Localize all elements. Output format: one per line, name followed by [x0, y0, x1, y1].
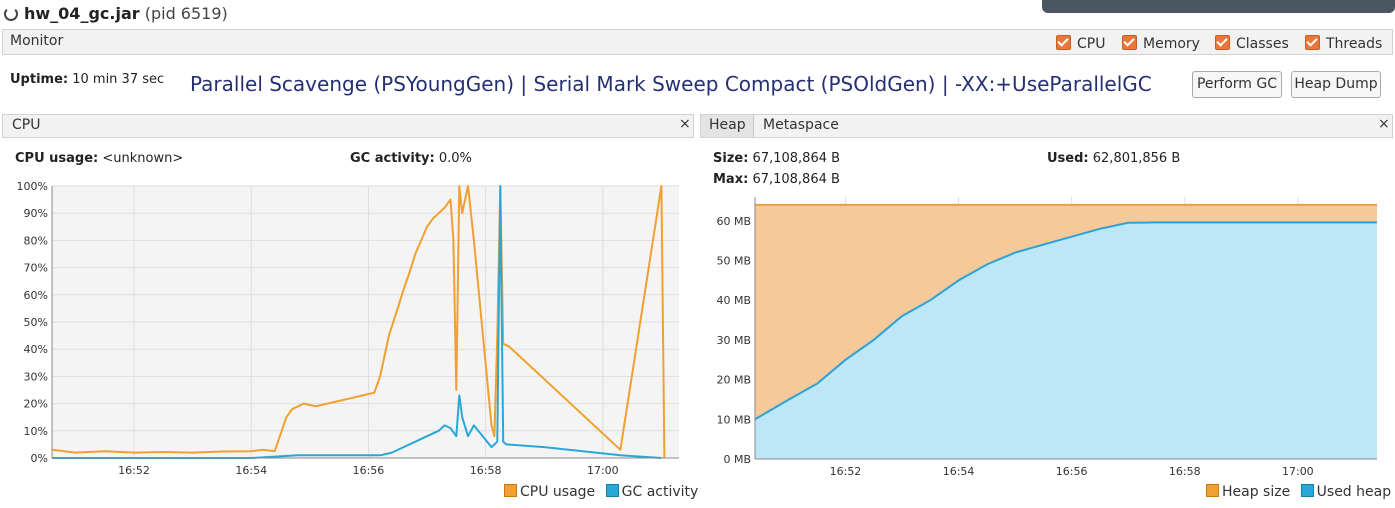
tab-cpu[interactable]: CPU	[12, 117, 41, 133]
heap-panel-tabbar	[700, 114, 1393, 138]
heap-size-stat: Size: 67,108,864 B	[713, 151, 840, 166]
x-tick-label: 16:54	[943, 465, 975, 478]
legend-swatch	[1300, 484, 1314, 497]
x-tick-label: 17:00	[1282, 465, 1314, 478]
x-tick-label: 16:52	[830, 465, 862, 478]
heap-max-value: 67,108,864 B	[752, 172, 840, 187]
x-tick-label: 16:52	[118, 464, 150, 477]
legend-label: CPU usage	[520, 484, 596, 500]
heap-used-stat: Used: 62,801,856 B	[1047, 151, 1180, 166]
uptime-label: Uptime:	[10, 72, 69, 87]
window-title: hw_04_gc.jar (pid 6519)	[24, 4, 228, 23]
cpu-chart-legend: CPU usage GC activity	[498, 484, 698, 500]
uptime: Uptime: 10 min 37 sec	[10, 72, 164, 87]
cpu-usage-label: CPU usage:	[15, 151, 99, 166]
checkbox-label: Memory	[1143, 36, 1200, 52]
used-heap-area	[755, 222, 1377, 459]
y-tick-label: 50%	[24, 316, 48, 329]
cpu-panel-close-icon[interactable]: ×	[679, 116, 691, 132]
y-tick-label: 20%	[24, 398, 48, 411]
y-tick-label: 80%	[24, 234, 48, 247]
heap-dump-button[interactable]: Heap Dump	[1291, 71, 1381, 98]
heap-chart: 0 MB 10 MB 20 MB 30 MB 40 MB 50 MB 60 MB 16:52 1…	[716, 197, 1377, 478]
checkbox-checked-icon	[1122, 35, 1137, 50]
y-tick-label: 40%	[24, 343, 48, 356]
legend-label: GC activity	[621, 484, 699, 500]
gc-activity-label: GC activity:	[350, 151, 435, 166]
heap-used-value: 62,801,856 B	[1092, 151, 1181, 166]
legend-swatch	[1206, 484, 1219, 497]
x-tick-label: 16:56	[353, 464, 385, 477]
y-tick-label: 60 MB	[716, 215, 751, 228]
y-tick-label: 0 MB	[723, 453, 751, 466]
heap-chart-legend: Heap size Used heap	[1200, 484, 1391, 500]
x-tick-label: 16:54	[235, 464, 267, 477]
checkbox-checked-icon	[1305, 35, 1320, 50]
heap-panel-close-icon[interactable]: ×	[1378, 116, 1390, 132]
checkbox-threads[interactable]: Threads	[1305, 35, 1383, 52]
legend-item-gc-activity: GC activity	[605, 484, 699, 500]
heap-size-value: 67,108,864 B	[752, 151, 841, 166]
tab-heap[interactable]: Heap	[709, 117, 746, 133]
legend-item-cpu-usage: CPU usage	[504, 484, 595, 500]
checkbox-label: CPU	[1077, 36, 1106, 52]
checkbox-cpu[interactable]: CPU	[1056, 35, 1106, 52]
x-tick-label: 16:58	[470, 464, 502, 477]
cpu-panel-tabbar	[2, 114, 694, 138]
tab-heap-bg	[701, 115, 754, 137]
monitor-tabbar	[2, 29, 1393, 55]
y-tick-label: 90%	[24, 207, 48, 220]
x-tick-label: 16:58	[1169, 465, 1201, 478]
used-heap-line	[754, 221, 1377, 421]
y-tick-label: 10%	[24, 425, 48, 438]
cpu-usage-value: <unknown>	[102, 151, 184, 166]
cpu-chart: 0% 10% 20% 30% 40% 50% 60% 70% 80% 90% 100% 16:52 16…	[17, 180, 679, 477]
heap-max-label: Max:	[713, 172, 749, 187]
gc-activity-line	[52, 185, 662, 459]
loading-spinner-icon	[4, 7, 18, 21]
checkbox-label: Classes	[1236, 36, 1289, 52]
checkbox-classes[interactable]: Classes	[1215, 35, 1289, 52]
gc-info-text: Parallel Scavenge (PSYoungGen) | Serial …	[190, 72, 1152, 96]
y-tick-label: 0%	[31, 452, 48, 465]
overlay-panel	[1042, 0, 1395, 13]
legend-item-heap-size: Heap size	[1206, 484, 1290, 500]
x-tick-label: 16:56	[1056, 465, 1088, 478]
legend-item-used-heap: Used heap	[1300, 484, 1392, 500]
checkbox-label: Threads	[1326, 36, 1383, 52]
cpu-usage-stat: CPU usage: <unknown>	[15, 151, 183, 166]
y-tick-label: 30 MB	[716, 334, 751, 347]
checkbox-memory[interactable]: Memory	[1122, 35, 1200, 52]
checkbox-checked-icon	[1215, 35, 1230, 50]
tab-monitor[interactable]: Monitor	[10, 33, 64, 49]
tab-metaspace[interactable]: Metaspace	[763, 117, 839, 133]
y-tick-label: 20 MB	[716, 374, 751, 387]
gc-activity-value: 0.0%	[438, 151, 472, 166]
heap-max-stat: Max: 67,108,864 B	[713, 172, 840, 187]
uptime-value: 10 min 37 sec	[72, 72, 165, 87]
legend-swatch	[504, 484, 517, 497]
y-tick-label: 100%	[17, 180, 48, 193]
legend-label: Heap size	[1222, 484, 1291, 500]
legend-label: Used heap	[1316, 484, 1392, 500]
x-tick-label: 17:00	[587, 464, 619, 477]
y-tick-label: 10 MB	[716, 413, 751, 426]
y-tick-label: 70%	[24, 262, 48, 275]
y-tick-label: 50 MB	[716, 255, 751, 268]
y-tick-label: 40 MB	[716, 294, 751, 307]
y-tick-label: 30%	[24, 370, 48, 383]
app-name: hw_04_gc.jar	[24, 4, 140, 23]
heap-used-label: Used:	[1047, 151, 1089, 166]
checkbox-checked-icon	[1056, 35, 1071, 50]
cpu-usage-line	[51, 185, 666, 459]
perform-gc-button[interactable]: Perform GC	[1192, 71, 1282, 98]
gc-activity-stat: GC activity: 0.0%	[350, 151, 472, 166]
legend-swatch	[605, 484, 619, 497]
y-tick-label: 60%	[24, 289, 48, 302]
heap-size-label: Size:	[713, 151, 749, 166]
process-id: (pid 6519)	[144, 4, 228, 23]
